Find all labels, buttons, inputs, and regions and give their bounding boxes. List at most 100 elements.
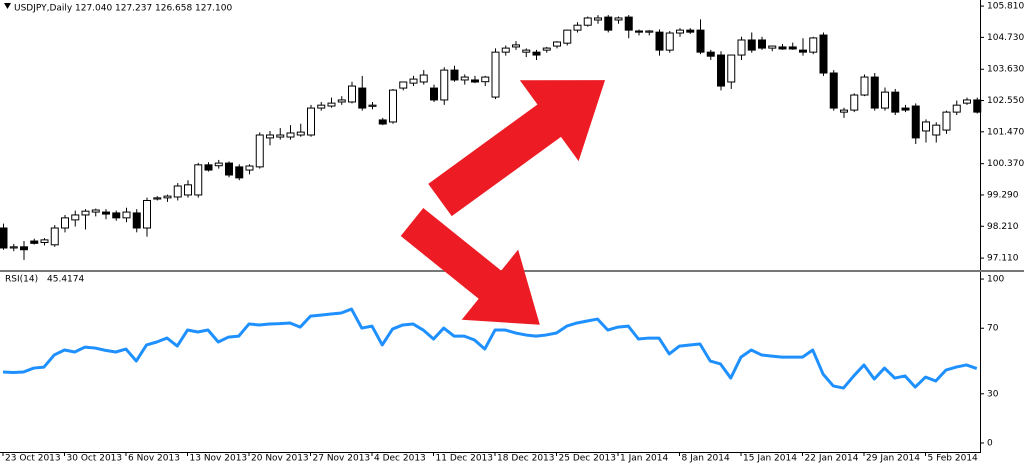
candle-body xyxy=(255,134,264,168)
candle-body xyxy=(460,76,469,81)
candle-body xyxy=(337,99,346,103)
candle-body xyxy=(204,164,213,171)
x-tick-label: 15 Jan 2014 xyxy=(743,454,797,464)
candle-body xyxy=(583,17,592,26)
arrow xyxy=(428,80,606,217)
x-tick-label: 4 Dec 2013 xyxy=(374,454,426,464)
candle-body xyxy=(809,37,818,53)
candle-body xyxy=(102,211,110,215)
x-tick-label: 20 Nov 2013 xyxy=(251,454,309,464)
candle-body xyxy=(891,91,900,113)
y-tick-label: 98.210 xyxy=(987,222,1019,232)
candle-body xyxy=(747,39,756,51)
x-tick-label: 8 Jan 2014 xyxy=(682,454,730,464)
x-tick-label: 23 Oct 2013 xyxy=(5,454,61,464)
candle-body xyxy=(952,104,961,113)
candle-body xyxy=(163,195,172,199)
candle-body xyxy=(61,217,69,229)
x-tick-label: 22 Jan 2014 xyxy=(805,454,859,464)
candle-body xyxy=(225,162,233,176)
candle-body xyxy=(245,165,254,171)
candle-body xyxy=(942,111,951,131)
candle-body xyxy=(624,16,633,31)
candle-body xyxy=(0,227,8,249)
candle-body xyxy=(122,211,131,219)
candle-body xyxy=(963,99,971,104)
candle-body xyxy=(112,212,121,219)
y-tick-label: 70 xyxy=(987,324,999,334)
candle-body xyxy=(235,166,244,179)
title-marker xyxy=(4,3,11,9)
candle-body xyxy=(696,29,705,53)
candle-body xyxy=(450,69,459,81)
x-tick-label: 25 Dec 2013 xyxy=(559,454,617,464)
candle-body xyxy=(676,29,684,34)
candle-body xyxy=(512,44,520,48)
candle-body xyxy=(737,39,746,56)
candle-body xyxy=(727,54,736,83)
candle-body xyxy=(153,197,162,200)
candle-body xyxy=(143,199,151,229)
x-tick-label: 5 Feb 2014 xyxy=(928,454,979,464)
candle-body xyxy=(491,51,500,98)
y-tick-label: 100.370 xyxy=(987,159,1024,169)
y-tick-label: 100 xyxy=(987,275,1004,285)
y-tick-label: 97.110 xyxy=(987,254,1019,264)
y-tick-label: 30 xyxy=(987,389,999,399)
candle-body xyxy=(768,45,777,49)
candle-body xyxy=(20,246,28,251)
candle-body xyxy=(307,107,315,136)
candle-body xyxy=(71,214,80,221)
candle-body xyxy=(594,17,602,21)
candle-body xyxy=(30,240,39,244)
candle-body xyxy=(881,91,889,109)
candle-body xyxy=(665,32,674,51)
candle-body xyxy=(522,49,531,53)
candle-body xyxy=(911,105,920,139)
candle-body xyxy=(717,54,725,87)
candle-body xyxy=(368,104,377,107)
candle-body xyxy=(132,212,141,229)
y-tick-label: 103.630 xyxy=(987,65,1024,75)
candle-body xyxy=(901,107,910,111)
candle-body xyxy=(932,124,941,136)
y-tick-label: 101.470 xyxy=(987,127,1024,137)
candle-body xyxy=(194,164,203,196)
candle-body xyxy=(542,47,551,51)
candle-body xyxy=(604,16,613,31)
candle-body xyxy=(327,102,336,107)
annotation-arrow-down xyxy=(400,207,540,325)
header-value: 127.100 xyxy=(195,4,232,14)
candle-body xyxy=(532,51,541,56)
candle-body xyxy=(430,87,438,101)
x-tick-label: 30 Oct 2013 xyxy=(67,454,123,464)
candle-body xyxy=(50,227,59,246)
candle-body xyxy=(276,134,285,138)
candle-body xyxy=(655,31,664,51)
candle-body xyxy=(840,109,848,113)
y-tick-label: 0 xyxy=(987,438,993,448)
candle-body xyxy=(799,49,807,53)
y-tick-label: 104.730 xyxy=(987,33,1024,43)
candle-body xyxy=(819,34,828,74)
candle-body xyxy=(173,185,182,198)
candle-body xyxy=(501,47,510,53)
candle-body xyxy=(440,69,449,101)
candle-body xyxy=(614,17,623,21)
header-value: 127.040 xyxy=(75,4,112,14)
candle-body xyxy=(91,209,100,213)
candle-body xyxy=(573,24,582,31)
candle-body xyxy=(758,39,766,49)
candle-body xyxy=(645,30,654,33)
candle-body xyxy=(378,119,387,125)
candle-body xyxy=(9,246,18,249)
rsi-title: RSI(14) xyxy=(5,275,38,285)
candle-body xyxy=(266,134,274,139)
candle-body xyxy=(553,41,561,47)
candle-body xyxy=(348,85,356,103)
candle-body xyxy=(706,51,715,57)
candle-body xyxy=(922,121,930,132)
x-tick-label: 1 Jan 2014 xyxy=(620,454,668,464)
candle-body xyxy=(81,210,90,216)
